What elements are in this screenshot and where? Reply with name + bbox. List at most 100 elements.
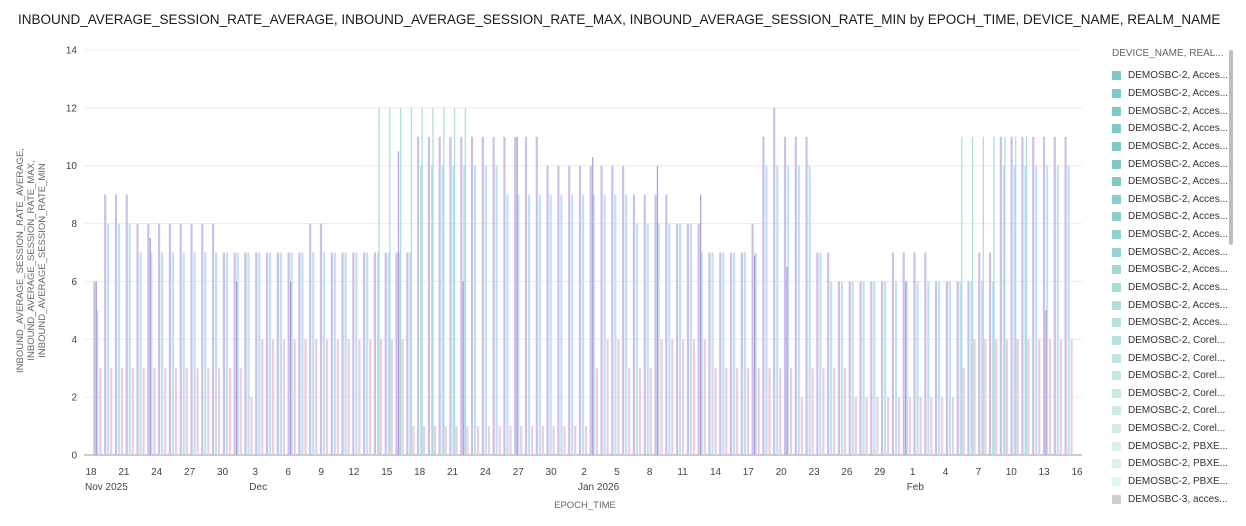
bar — [142, 368, 145, 455]
bar — [654, 194, 657, 455]
legend-label: DEMOSBC-2, Acces... — [1128, 176, 1229, 188]
bar — [401, 339, 404, 455]
legend: DEVICE_NAME, REAL... DEMOSBC-2, Acces...… — [1108, 44, 1232, 514]
bar — [204, 252, 207, 455]
bar — [389, 107, 391, 456]
bar — [136, 223, 139, 455]
legend-item[interactable]: DEMOSBC-2, Corel... — [1108, 367, 1232, 385]
legend-item[interactable]: DEMOSBC-2, Acces... — [1108, 296, 1232, 314]
bar — [557, 165, 560, 455]
legend-scrollbar[interactable] — [1229, 50, 1233, 245]
legend-item[interactable]: DEMOSBC-2, PBXE... — [1108, 455, 1232, 473]
bar — [927, 281, 930, 455]
legend-swatch — [1112, 335, 1121, 345]
bar — [657, 223, 660, 455]
bar — [535, 136, 538, 456]
bar — [1002, 165, 1005, 455]
legend-item[interactable]: DEMOSBC-2, Corel... — [1108, 420, 1232, 438]
bar — [851, 281, 854, 455]
legend-item[interactable]: DEMOSBC-2, Acces... — [1108, 85, 1232, 103]
bar — [325, 339, 329, 455]
legend-label: DEMOSBC-2, Corel... — [1128, 423, 1226, 435]
bar — [1048, 339, 1052, 455]
bar — [484, 165, 487, 455]
legend-item[interactable]: DEMOSBC-2, PBXE... — [1108, 437, 1232, 455]
bar — [843, 368, 847, 455]
bar — [355, 252, 358, 455]
y-axis-title: INBOUND_AVERAGE_SESSION_RATE_MIN — [37, 163, 48, 358]
legend-item[interactable]: DEMOSBC-2, Acces... — [1108, 173, 1232, 191]
bar — [935, 281, 938, 455]
legend-item[interactable]: DEMOSBC-2, PBXE... — [1108, 473, 1232, 491]
legend-item[interactable]: DEMOSBC-2, Acces... — [1108, 243, 1232, 261]
bar — [945, 281, 948, 455]
bar — [819, 252, 822, 455]
legend-item[interactable]: DEMOSBC-2, Acces... — [1108, 261, 1232, 279]
bar — [671, 339, 674, 455]
bar — [1016, 339, 1019, 455]
legend-item[interactable]: DEMOSBC-2, Corel... — [1108, 332, 1232, 350]
legend-item[interactable]: DEMOSBC-2, Acces... — [1108, 138, 1232, 156]
bar — [161, 252, 164, 455]
bar — [865, 397, 868, 455]
bar — [99, 368, 102, 455]
bar — [1013, 165, 1016, 455]
legend-label: DEMOSBC-2, Corel... — [1128, 387, 1226, 399]
bar — [455, 426, 458, 455]
bar — [1064, 136, 1067, 456]
bar — [574, 426, 577, 455]
bar — [754, 252, 757, 455]
bar — [938, 281, 941, 455]
legend-item[interactable]: DEMOSBC-2, Acces... — [1108, 314, 1232, 332]
bar — [692, 339, 696, 455]
x-axis-title: EPOCH_TIME — [554, 500, 616, 511]
y-tick-label: 10 — [66, 161, 78, 172]
legend-item[interactable]: DEMOSBC-3, acces... — [1108, 490, 1232, 508]
legend-swatch — [1112, 441, 1121, 451]
x-tick-label: 24 — [480, 467, 492, 478]
bar — [757, 368, 760, 455]
bar — [999, 136, 1002, 456]
legend-item[interactable]: DEMOSBC-2, Acces... — [1108, 208, 1232, 226]
legend-item[interactable]: DEMOSBC-2, Corel... — [1108, 385, 1232, 403]
bar — [460, 136, 463, 456]
legend-item[interactable]: DEMOSBC-2, Corel... — [1108, 349, 1232, 367]
legend-item[interactable]: DEMOSBC-2, Acces... — [1108, 279, 1232, 297]
bar — [581, 194, 585, 455]
bar — [794, 136, 797, 456]
bar — [956, 281, 959, 455]
bar — [179, 223, 182, 455]
bar — [462, 281, 464, 455]
bar — [319, 223, 323, 455]
legend-item[interactable]: DEMOSBC-2, Acces... — [1108, 190, 1232, 208]
bar — [668, 223, 671, 455]
bar — [603, 194, 606, 455]
bar — [948, 281, 951, 455]
legend-swatch — [1112, 247, 1121, 257]
bar — [470, 136, 474, 456]
bar — [905, 281, 907, 455]
legend-swatch — [1112, 494, 1121, 504]
legend-label: DEMOSBC-2, Acces... — [1128, 87, 1229, 99]
legend-item[interactable]: DEMOSBC-2, Acces... — [1108, 67, 1232, 85]
bar — [722, 252, 725, 455]
bar — [897, 397, 901, 455]
x-tick-label: 24 — [151, 467, 163, 478]
legend-item[interactable]: DEMOSBC-2, Acces... — [1108, 102, 1232, 120]
bar — [1045, 310, 1047, 455]
bar — [1027, 339, 1030, 455]
bar — [110, 368, 113, 455]
bar — [430, 165, 433, 455]
bar — [905, 281, 908, 455]
legend-swatch — [1112, 353, 1121, 363]
legend-item[interactable]: DEMOSBC-2, Acces... — [1108, 155, 1232, 173]
bar — [982, 136, 984, 456]
legend-swatch — [1112, 318, 1121, 328]
legend-item[interactable]: DEMOSBC-2, Corel... — [1108, 402, 1232, 420]
bar — [894, 281, 898, 455]
legend-item[interactable]: DEMOSBC-2, Acces... — [1108, 226, 1232, 244]
bar — [962, 368, 965, 455]
bar — [1035, 165, 1038, 455]
legend-item[interactable]: DEMOSBC-2, Acces... — [1108, 120, 1232, 138]
bar — [736, 368, 739, 455]
